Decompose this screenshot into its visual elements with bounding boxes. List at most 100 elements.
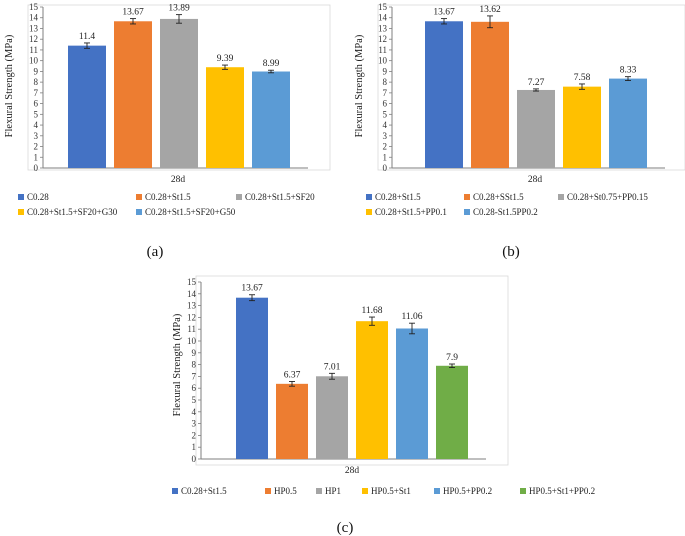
panel-b-bar: [517, 89, 555, 168]
panel-a-legend-label: C0.28+St1.5+SF20+G50: [145, 207, 236, 217]
panel-a-data-label: 11.4: [79, 32, 96, 42]
panel-c-data-label: 7.9: [446, 353, 458, 363]
panel-a-data-label: 13.89: [168, 4, 190, 14]
panel-a-y-tick-label: 1: [34, 152, 39, 162]
panel-b-data-label: 13.62: [479, 5, 501, 15]
panel-b-y-tick-label: 15: [378, 2, 388, 12]
panel-c-data-label: 7.01: [324, 362, 341, 372]
panel-a-legend-swatch: [136, 209, 142, 215]
panel-b-data-label: 7.27: [528, 78, 545, 88]
panel-a-legend-label: C0.28: [27, 192, 49, 202]
panel-a-y-tick-label: 14: [29, 13, 39, 23]
panel-b-bar: [425, 21, 463, 169]
chart-panel-b: Flexural Strength (MPa) 28d (b) 01234567…: [354, 2, 685, 260]
panel-c-y-tick-label: 11: [187, 324, 196, 334]
panel-a-y-tick-label: 6: [34, 99, 39, 109]
panel-c-y-tick-label: 13: [187, 301, 197, 311]
panel-a-bar: [252, 71, 290, 168]
panel-b-y-tick-label: 9: [383, 66, 388, 76]
panel-a-bar: [206, 67, 244, 168]
panel-c-data-label: 6.37: [284, 370, 301, 380]
panel-b-bar: [563, 86, 601, 168]
panel-b-legend-swatch: [558, 194, 564, 200]
panel-c-y-tick-label: 7: [192, 371, 197, 381]
panel-a-legend-label: C0.28+St1.5+SF20: [245, 192, 315, 202]
panel-c-x-axis-label: 28d: [345, 466, 360, 476]
panel-b-legend-label: C0.28+St1.5: [375, 192, 421, 202]
panel-c-data-label: 13.67: [241, 284, 263, 294]
panel-c-legend-label: HP0.5+St1+PP0.2: [529, 486, 595, 496]
panel-b-y-tick-label: 3: [383, 131, 388, 141]
panel-a-data-label: 13.67: [122, 8, 144, 18]
panel-b-legend-label: C0.28+St0.75+PP0.15: [567, 192, 648, 202]
panel-a-y-tick-label: 15: [29, 2, 39, 12]
panel-c-y-tick-label: 12: [187, 312, 196, 322]
panel-a-y-tick-label: 4: [34, 120, 39, 130]
panel-c-frame: [195, 275, 509, 466]
panel-b-y-tick-label: 14: [378, 13, 388, 23]
chart-panel-c: Flexural Strength (MPa) 28d (c) 01234567…: [172, 275, 595, 536]
panel-b-legend-swatch: [366, 194, 372, 200]
panel-c-legend-label: HP0.5: [274, 486, 297, 496]
panel-b-data-label: 7.58: [574, 73, 591, 83]
panel-a-legend-swatch: [236, 194, 242, 200]
panel-c-legend-swatch: [316, 488, 322, 494]
panel-c-caption: (c): [337, 520, 354, 536]
panel-c-y-tick-label: 5: [192, 395, 197, 405]
panel-c-y-axis-label: Flexural Strength (MPa): [172, 313, 183, 416]
panel-a-y-tick-label: 0: [34, 163, 39, 173]
panel-a-bar: [114, 21, 152, 169]
panel-b-y-tick-label: 4: [383, 120, 388, 130]
panel-c-bar: [396, 328, 428, 459]
panel-c-bar: [356, 321, 388, 459]
panel-b-caption: (b): [502, 244, 520, 260]
panel-b-y-tick-label: 2: [383, 142, 388, 152]
panel-c-legend-label: C0.28+St1.5: [181, 486, 227, 496]
panel-b-legend-label: C0.28+St1.5+PP0.1: [375, 207, 447, 217]
panel-c-legend-swatch: [362, 488, 368, 494]
panel-b-legend-swatch: [464, 209, 470, 215]
panel-c-legend-swatch: [265, 488, 271, 494]
panel-c-y-tick-label: 4: [192, 407, 197, 417]
panel-a-x-axis-label: 28d: [171, 175, 186, 185]
panel-c-legend-label: HP1: [325, 486, 341, 496]
panel-c-y-tick-label: 0: [192, 454, 197, 464]
panel-c-legend-swatch: [172, 488, 178, 494]
panel-a-legend-swatch: [18, 209, 24, 215]
panel-a-legend-label: C0.28+St1.5+SF20+G30: [27, 207, 118, 217]
panel-b-y-tick-label: 10: [378, 56, 388, 66]
panel-a-y-axis-label: Flexural Strength (MPa): [4, 34, 15, 137]
panel-b-y-tick-label: 12: [378, 34, 387, 44]
panel-a-legend-swatch: [18, 194, 24, 200]
panel-c-y-tick-label: 6: [192, 383, 197, 393]
panel-b-frame: [377, 4, 685, 171]
panel-b-y-axis-label: Flexural Strength (MPa): [354, 34, 365, 137]
panel-c-legend-label: HP0.5+PP0.2: [443, 486, 492, 496]
panel-b-y-tick-label: 11: [378, 45, 387, 55]
panel-a-y-tick-label: 2: [34, 142, 39, 152]
panel-c-y-tick-label: 8: [192, 360, 197, 370]
panel-b-y-tick-label: 5: [383, 109, 388, 119]
panel-a-y-tick-label: 13: [29, 23, 39, 33]
panel-b-x-axis-label: 28d: [528, 175, 543, 185]
panel-a-y-tick-label: 12: [29, 34, 38, 44]
panel-a-y-tick-label: 8: [34, 77, 39, 87]
panel-b-y-tick-label: 7: [383, 88, 388, 98]
chart-panel-a: Flexural Strength (MPa) 28d (a) 01234567…: [4, 2, 331, 260]
panel-a-y-tick-label: 10: [29, 56, 39, 66]
panel-b-y-tick-label: 13: [378, 23, 388, 33]
panel-c-legend-swatch: [520, 488, 526, 494]
panel-c-bar: [236, 297, 268, 459]
panel-c-y-tick-label: 1: [192, 442, 197, 452]
panel-b-y-tick-label: 6: [383, 99, 388, 109]
panel-a-y-tick-label: 3: [34, 131, 39, 141]
panel-a-bar: [160, 18, 198, 168]
panel-b-bar: [609, 78, 647, 168]
panel-a-y-tick-label: 5: [34, 109, 39, 119]
panel-c-data-label: 11.06: [401, 312, 422, 322]
panel-a-data-label: 9.39: [217, 54, 234, 64]
panel-c-data-label: 11.68: [361, 306, 382, 316]
panel-b-legend-swatch: [366, 209, 372, 215]
panel-a-frame: [27, 4, 331, 171]
